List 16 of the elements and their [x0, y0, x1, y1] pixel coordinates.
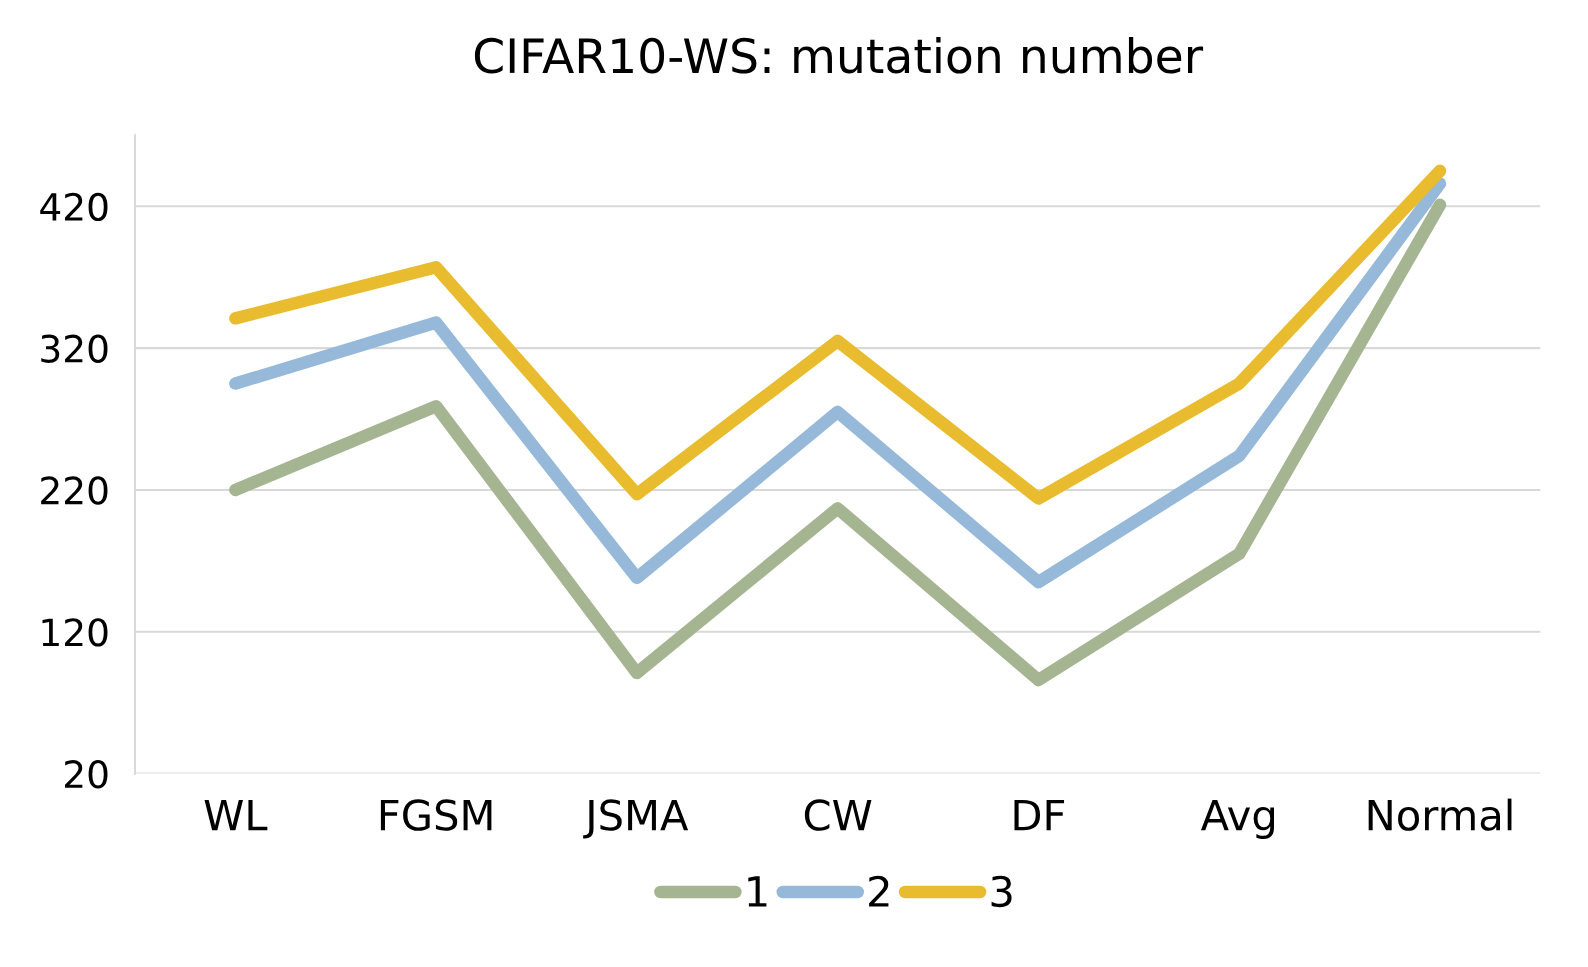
y-tick-label: 320 [41, 334, 108, 363]
y-tick-label: 220 [41, 476, 108, 505]
legend-label: 2 [869, 875, 889, 907]
y-tick-label: 420 [40, 192, 108, 222]
y-tick-label: 120 [42, 618, 108, 647]
x-tick-label: JSMA [583, 799, 689, 839]
x-tick-label: CW [804, 799, 872, 831]
x-tick-label: DF [1014, 799, 1065, 831]
legend-label: 3 [991, 875, 1012, 908]
x-tick-label: Normal [1368, 798, 1512, 831]
x-tick-label: FGSM [380, 799, 492, 831]
chart-title: CIFAR10-WS: mutation number [474, 37, 1204, 74]
x-tick-label: Avg [1200, 799, 1274, 839]
legend-label: 1 [748, 876, 767, 907]
y-tick-label: 20 [65, 760, 108, 789]
x-tick-label: WL [204, 799, 268, 831]
